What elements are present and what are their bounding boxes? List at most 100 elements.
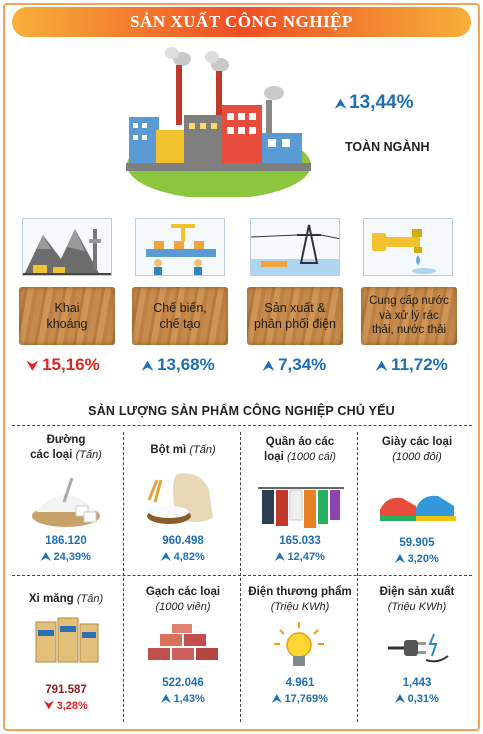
sector-label-mining: Khai khoáng [19,287,115,345]
product-produced-electricity: Điện sản xuất (Triệu KWh) [359,585,475,615]
sector-pct: 11,72% [391,355,448,374]
product-unit: (1000 đôi) [392,450,442,463]
clothes-icon [258,487,344,528]
product-unit: (Tấn) [76,593,104,605]
page-border [3,3,480,731]
up-arrow-icon: ⮝ [142,357,154,373]
sector-pct: 7,34% [278,355,327,374]
sector-label-line: Sản xuất & [264,300,326,315]
shoe-icon [380,495,456,521]
flour-icon [147,473,213,524]
product-name: Giày các loại [381,436,453,448]
product-name: Điện thương phẩm [248,586,352,598]
sector-pct: 13,68% [157,355,215,374]
sector-label-electricity: Sản xuất & phân phối điện [247,287,343,345]
products-section-title: SẢN LƯỢNG SẢN PHẨM CÔNG NGHIỆP CHỦ YẾU [88,404,395,418]
up-arrow-icon: ⮝ [395,693,408,705]
grid-divider [357,432,358,722]
sector-label-line: Chế biến, [153,300,207,315]
sector-label-line: Khai [54,300,80,315]
up-arrow-icon: ⮝ [161,551,174,563]
product-name: Đường [46,434,86,446]
product-bricks: Gạch các loại (1000 viên) [125,585,241,615]
product-change: 0,31% [407,693,439,705]
product-sugar: Đường các loại (Tấn) [8,433,124,463]
product-name: các loại [30,448,73,461]
product-unit: (Tấn) [189,444,216,456]
product-name: Quần áo các [265,436,335,448]
product-change: 17,769% [284,693,328,705]
factory-illustration-icon [126,47,311,197]
product-value: 522.046 [162,677,204,689]
product-value: 186.120 [45,535,87,547]
light-bulb-icon [274,622,324,666]
product-commercial-electricity-stats: 4.961 ⮝ 17,769% [242,677,358,706]
sector-label-line: thải, nước thải [371,324,447,337]
product-value: 4.961 [285,677,315,689]
grid-divider [12,425,472,426]
sector-growth-water: ⮝ 11,72% [376,355,448,375]
up-arrow-icon: ⮝ [272,693,285,705]
total-growth-label: TOÀN NGÀNH [345,140,430,154]
up-arrow-icon: ⮝ [335,95,347,111]
product-value: 791.587 [45,684,87,696]
product-change: 3,28% [56,700,88,712]
sector-label-water: Cung cấp nước và xử lý rác thải, nước thả… [361,287,457,345]
sector-label-line: chế tạo [159,317,201,331]
product-flour-stats: 960.498 ⮝ 4,82% [125,535,241,564]
sector-pct: 15,16% [42,355,100,374]
page-title: SẢN XUẤT CÔNG NGHIỆP [12,7,471,37]
product-produced-electricity-stats: 1,443 ⮝ 0,31% [359,677,475,706]
product-unit: (Triệu KWh) [387,600,447,613]
product-cement: Xi măng (Tấn) [8,592,124,607]
product-change: 3,20% [407,553,439,565]
product-unit: (1000 cái) [287,450,336,463]
down-arrow-icon: ⮟ [27,357,39,373]
sector-growth-electricity: ⮝ 7,34% [263,355,326,375]
product-cement-stats: 791.587 ⮟ 3,28% [8,684,124,713]
up-arrow-icon: ⮝ [161,693,174,705]
product-change: 1,43% [173,693,205,705]
sector-label-line: khoáng [46,317,88,331]
product-commercial-electricity: Điện thương phẩm (Triệu KWh) [242,585,358,615]
power-plug-icon [387,633,449,663]
down-arrow-icon: ⮟ [44,700,57,712]
cement-icon [35,617,99,663]
sugar-icon [32,477,100,527]
grid-divider [12,575,472,576]
product-name: Điện sản xuất [379,586,455,598]
factory-robot-icon [135,218,225,276]
up-arrow-icon: ⮝ [263,357,275,373]
product-bricks-stats: 522.046 ⮝ 1,43% [125,677,241,706]
total-growth-pct: 13,44% [349,92,414,113]
product-unit: (1000 viên) [155,600,211,613]
brick-icon [148,624,218,660]
sector-growth-manufacturing: ⮝ 13,68% [142,355,215,375]
product-change: 4,82% [173,551,205,563]
up-arrow-icon: ⮝ [41,551,54,563]
up-arrow-icon: ⮝ [275,551,288,563]
product-value: 1,443 [402,677,432,689]
product-value: 960.498 [162,535,204,547]
product-shoes: Giày các loại (1000 đôi) [359,435,475,465]
product-name: Xi măng [28,593,74,605]
grid-divider [240,432,241,722]
product-clothes-stats: 165.033 ⮝ 12,47% [242,535,358,564]
product-change: 12,47% [287,551,325,563]
product-name: Bột mì [150,444,187,456]
sector-label-line: phân phối điện [253,317,337,331]
product-value: 165.033 [279,535,321,547]
sector-growth-mining: ⮟ 15,16% [27,355,100,375]
sector-label-manufacturing: Chế biến, chế tạo [132,287,228,345]
product-clothes: Quần áo các loại (1000 cái) [242,435,358,465]
grid-divider [123,432,124,722]
product-shoes-stats: 59.905 ⮝ 3,20% [359,537,475,566]
water-tap-icon [363,218,453,276]
up-arrow-icon: ⮝ [395,553,408,565]
product-sugar-stats: 186.120 ⮝ 24,39% [8,535,124,564]
power-tower-icon [250,218,340,276]
mining-icon [22,218,112,276]
total-growth-value: ⮝ 13,44% [335,92,414,114]
product-unit: (Triệu KWh) [270,600,330,613]
up-arrow-icon: ⮝ [376,357,388,373]
